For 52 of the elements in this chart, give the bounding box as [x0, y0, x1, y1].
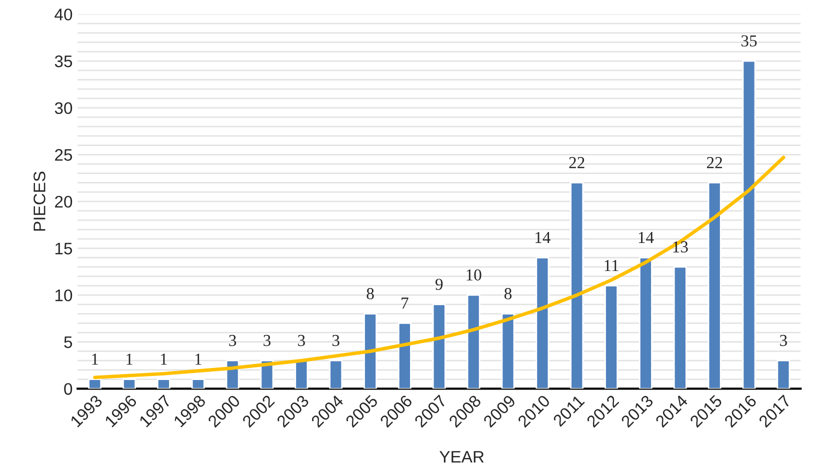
data-label: 3: [298, 334, 305, 346]
bar: [536, 256, 550, 389]
data-label: 7: [402, 298, 408, 308]
y-axis-title: PIECES: [34, 172, 46, 231]
bar: [398, 322, 412, 389]
bar: [466, 294, 480, 389]
data-label: 1: [160, 354, 167, 365]
bar: [673, 266, 687, 389]
data-label: 1: [92, 354, 98, 365]
bar: [329, 360, 343, 389]
bar: [156, 378, 170, 389]
bar: [776, 360, 790, 389]
y-tick-label: 25: [55, 149, 72, 161]
y-tick-label: 15: [55, 242, 72, 254]
data-label: 13: [673, 241, 688, 252]
bar: [294, 360, 308, 389]
data-label: 1: [195, 354, 202, 365]
bar: [570, 182, 584, 389]
data-label: 22: [569, 157, 584, 168]
data-label: 9: [436, 278, 443, 290]
bar: [191, 378, 205, 389]
bar: [364, 313, 377, 389]
y-tick-label: 5: [64, 336, 72, 348]
y-tick-label: 10: [55, 289, 72, 302]
bar: [742, 60, 756, 389]
x-axis-title: YEAR: [440, 451, 484, 463]
bar: [501, 313, 515, 389]
y-tick-label: 40: [54, 8, 72, 20]
data-label: 3: [780, 334, 787, 346]
data-label: 8: [366, 288, 374, 300]
bar: [432, 304, 446, 389]
y-tick-label: 30: [54, 102, 72, 114]
data-label: 35: [741, 35, 757, 47]
y-tick-label: 20: [55, 196, 72, 208]
data-label: 3: [332, 334, 340, 346]
line-series: [93, 156, 786, 380]
data-label: 1: [126, 354, 132, 365]
data-label: 11: [604, 260, 618, 272]
data-label: 14: [536, 232, 551, 243]
data-label: 22: [706, 157, 722, 168]
data-label: 14: [638, 232, 654, 243]
bar: [708, 182, 722, 389]
y-tick-label: 0: [64, 383, 72, 395]
bar: [88, 378, 102, 389]
bar: [122, 378, 136, 389]
bar: [639, 256, 652, 389]
bar: [604, 285, 618, 389]
y-tick-label: 35: [54, 55, 72, 68]
data-label: 3: [229, 334, 236, 346]
data-label: 10: [466, 269, 482, 281]
data-label: 8: [504, 288, 512, 300]
data-label: 3: [264, 334, 270, 346]
